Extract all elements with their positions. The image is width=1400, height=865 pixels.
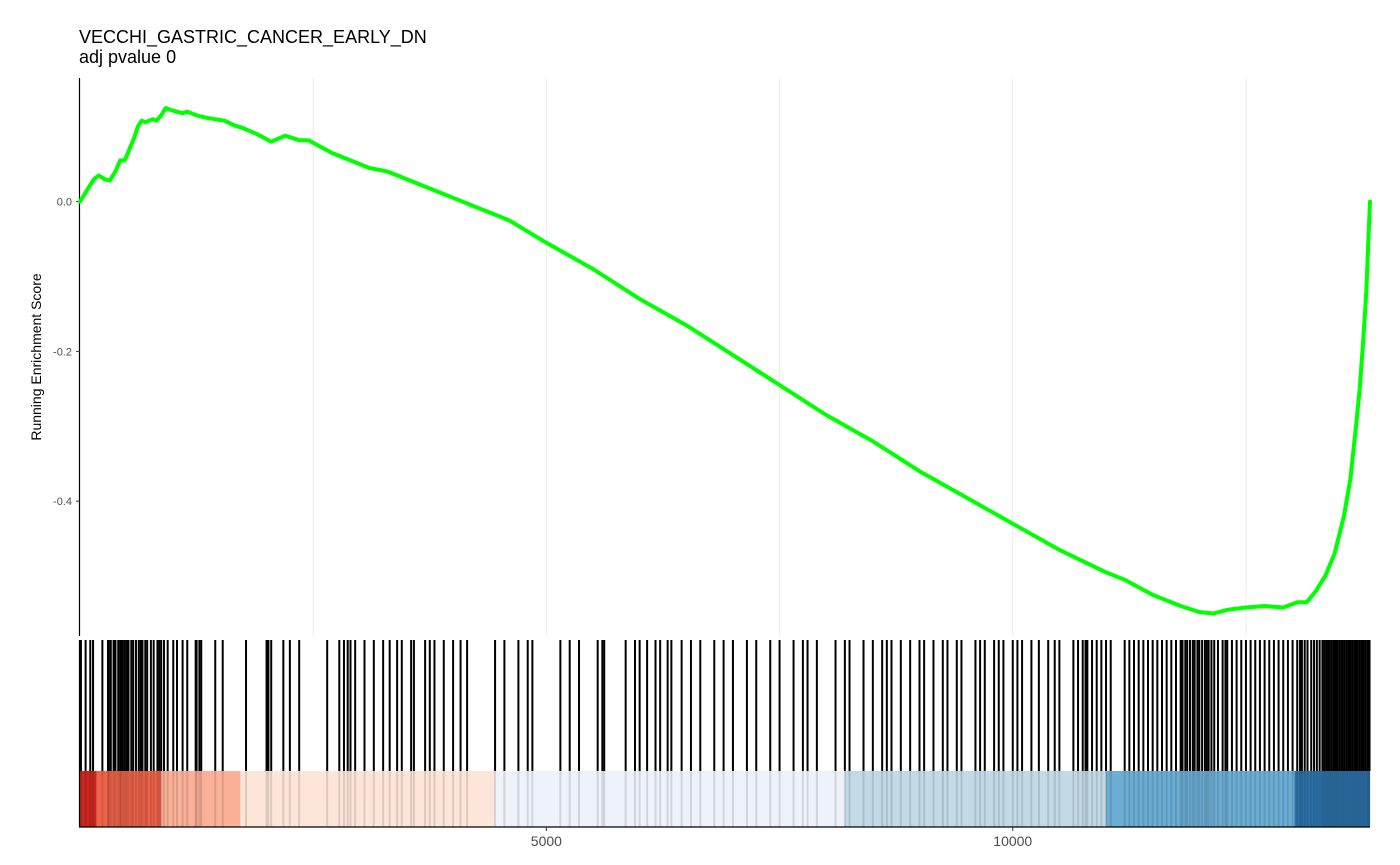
rank-band-1 (96, 771, 162, 827)
chart-title: VECCHI_GASTRIC_CANCER_EARLY_DN (79, 27, 427, 47)
rank-band-7 (1294, 771, 1370, 827)
rank-band-5 (844, 771, 1107, 827)
enrichment-score-line (78, 106, 1372, 616)
rank-band-6 (1106, 771, 1295, 827)
rank-band-3 (240, 771, 496, 827)
x-gridlines (312, 78, 1247, 636)
y-ticks: 0.0 -0.2 -0.4 (53, 197, 80, 508)
gene-hit-marks (79, 640, 1371, 827)
x-tick-label-1: 10000 (993, 833, 1032, 849)
rank-color-bands (80, 771, 1370, 827)
y-tick-label-1: -0.2 (53, 346, 72, 358)
x-ticks: 5000 10000 (531, 827, 1032, 849)
rank-band-0 (80, 771, 97, 827)
y-axis-label: Running Enrichment Score (28, 273, 44, 441)
chart-subtitle: adj pvalue 0 (79, 47, 177, 67)
rank-band-4 (495, 771, 845, 827)
x-tick-label-0: 5000 (531, 833, 562, 849)
rank-band-2 (161, 771, 241, 827)
y-tick-label-2: -0.4 (53, 496, 72, 508)
y-tick-label-0: 0.0 (57, 197, 72, 209)
